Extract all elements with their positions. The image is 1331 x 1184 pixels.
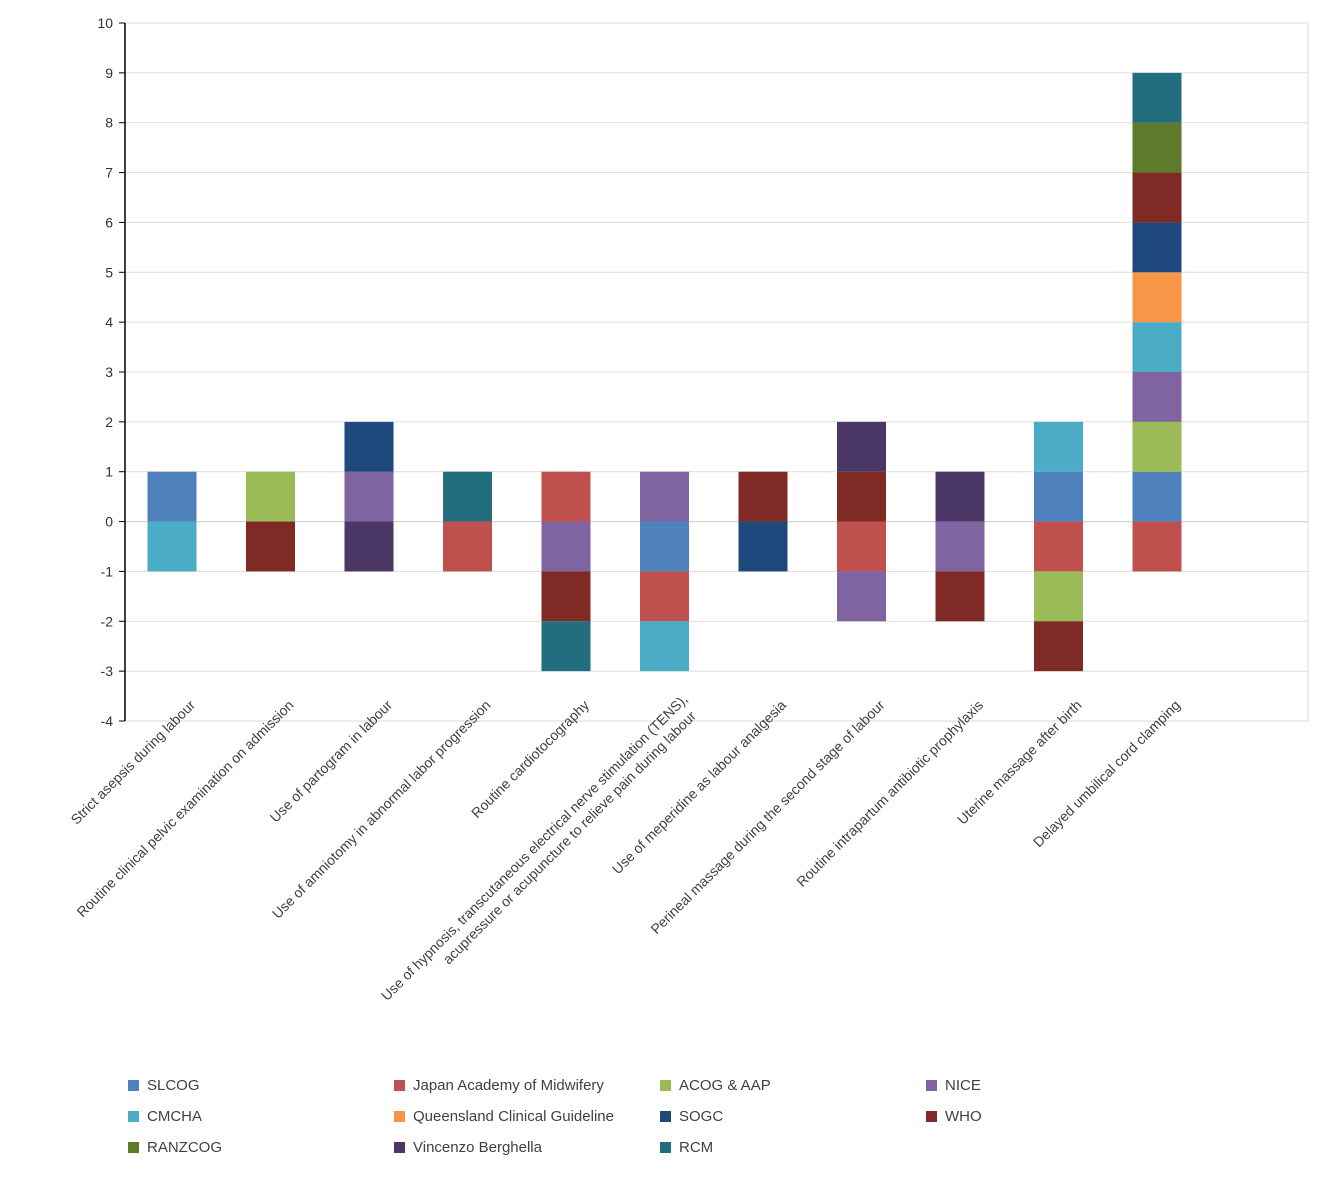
legend-label: NICE	[945, 1077, 981, 1094]
bar-segment-who	[246, 521, 295, 572]
legend-swatch	[394, 1142, 405, 1153]
legend-item: SLCOG	[128, 1075, 394, 1096]
y-tick-label: 4	[105, 314, 113, 330]
legend-swatch	[926, 1111, 937, 1122]
bar-segment-sogc	[738, 521, 788, 572]
y-tick-label: -3	[101, 663, 114, 679]
bar-segment-acog-aap	[1132, 421, 1182, 472]
bar-segment-slcog	[1034, 471, 1083, 522]
y-tick-label: 1	[105, 464, 113, 480]
bar-segment-rcm	[1132, 72, 1182, 123]
legend-label: CMCHA	[147, 1108, 202, 1125]
bar-segment-sogc	[1132, 222, 1182, 273]
x-category-label: Routine clinical pelvic examination on a…	[73, 697, 296, 920]
legend-swatch	[660, 1142, 671, 1153]
y-tick-label: 9	[105, 65, 113, 81]
bar-segment-who	[935, 571, 985, 622]
bar-segment-vincenzo-berghella	[837, 421, 886, 472]
legend-item: Vincenzo Berghella	[394, 1137, 660, 1158]
legend-item: NICE	[926, 1075, 1126, 1096]
bar-segment-cmcha	[1034, 421, 1083, 472]
y-tick-label: 5	[105, 264, 113, 280]
bar-segment-who	[541, 571, 591, 622]
y-tick-label: 0	[105, 514, 113, 530]
bar-segment-slcog	[1132, 471, 1182, 522]
legend-label: SLCOG	[147, 1077, 200, 1094]
legend-label: Queensland Clinical Guideline	[413, 1108, 614, 1125]
legend-swatch	[660, 1111, 671, 1122]
bar-segment-acog-aap	[1034, 571, 1083, 622]
legend-swatch	[128, 1142, 139, 1153]
legend-item: RANZCOG	[128, 1137, 394, 1158]
legend-swatch	[394, 1111, 405, 1122]
bar-segment-sogc	[344, 421, 394, 472]
bar-segment-japan-academy-of-midwifery	[1132, 521, 1182, 572]
y-tick-label: 8	[105, 115, 113, 131]
legend-label: WHO	[945, 1108, 982, 1125]
bar-segment-slcog	[147, 471, 197, 522]
legend-swatch	[128, 1080, 139, 1091]
bar-segment-ranzcog	[1132, 122, 1182, 173]
bar-segment-acog-aap	[246, 471, 295, 522]
bar-segment-queensland-clinical-guideline	[1132, 272, 1182, 323]
bar-segment-who	[738, 471, 788, 522]
bar-segment-nice	[541, 521, 591, 572]
bar-segment-rcm	[443, 471, 492, 522]
y-tick-label: -2	[101, 613, 114, 629]
x-category-label: Use of meperidine as labour analgesia	[609, 697, 789, 877]
bar-segment-cmcha	[147, 521, 197, 572]
legend-item: RCM	[660, 1137, 926, 1158]
bar-segment-japan-academy-of-midwifery	[640, 571, 689, 622]
legend-item: CMCHA	[128, 1106, 394, 1127]
legend-label: RCM	[679, 1139, 714, 1156]
legend-swatch	[660, 1080, 671, 1091]
y-tick-label: -1	[101, 563, 114, 579]
bar-segment-vincenzo-berghella	[344, 521, 394, 572]
bar-segment-japan-academy-of-midwifery	[837, 521, 886, 572]
legend-item: SOGC	[660, 1106, 926, 1127]
bar-segment-who	[1132, 172, 1182, 223]
bars	[147, 72, 1182, 672]
bar-segment-japan-academy-of-midwifery	[443, 521, 492, 572]
bar-segment-japan-academy-of-midwifery	[541, 471, 591, 522]
legend-item: WHO	[926, 1106, 1126, 1127]
y-tick-label: 6	[105, 214, 113, 230]
bar-segment-who	[837, 471, 886, 522]
bar-segment-nice	[935, 521, 985, 572]
bar-segment-rcm	[541, 621, 591, 672]
legend-swatch	[394, 1080, 405, 1091]
legend-item: ACOG & AAP	[660, 1075, 926, 1096]
bar-segment-cmcha	[1132, 322, 1182, 372]
bar-segment-who	[1034, 621, 1083, 672]
bar-segment-nice	[1132, 372, 1182, 422]
gridlines	[125, 22, 1308, 672]
legend-label: RANZCOG	[147, 1139, 222, 1156]
legend-label: Japan Academy of Midwifery	[413, 1077, 604, 1094]
bar-segment-nice	[344, 471, 394, 522]
bar-segment-cmcha	[640, 621, 689, 672]
y-tick-label: -4	[101, 713, 114, 729]
x-category-label: Use of amniotomy in abnormal labor progr…	[269, 697, 494, 922]
legend-label: Vincenzo Berghella	[413, 1139, 542, 1156]
y-tick-label: 3	[105, 364, 113, 380]
y-tick-label: 10	[97, 15, 113, 31]
legend-item: Japan Academy of Midwifery	[394, 1075, 660, 1096]
legend-label: SOGC	[679, 1108, 724, 1125]
legend-label: ACOG & AAP	[679, 1077, 771, 1094]
bar-segment-japan-academy-of-midwifery	[1034, 521, 1083, 572]
legend-item: Queensland Clinical Guideline	[394, 1106, 660, 1127]
y-tick-label: 2	[105, 414, 113, 430]
bar-segment-slcog	[640, 521, 689, 572]
legend-swatch	[128, 1111, 139, 1122]
bar-segment-nice	[640, 471, 689, 522]
bar-segment-vincenzo-berghella	[935, 471, 985, 522]
legend: SLCOG Japan Academy of Midwifery ACOG & AA…	[128, 1075, 1128, 1158]
y-tick-label: 7	[105, 165, 113, 181]
bar-segment-nice	[837, 571, 886, 622]
x-category-label: Routine intrapartum antibiotic prophylax…	[793, 697, 986, 890]
legend-swatch	[926, 1080, 937, 1091]
